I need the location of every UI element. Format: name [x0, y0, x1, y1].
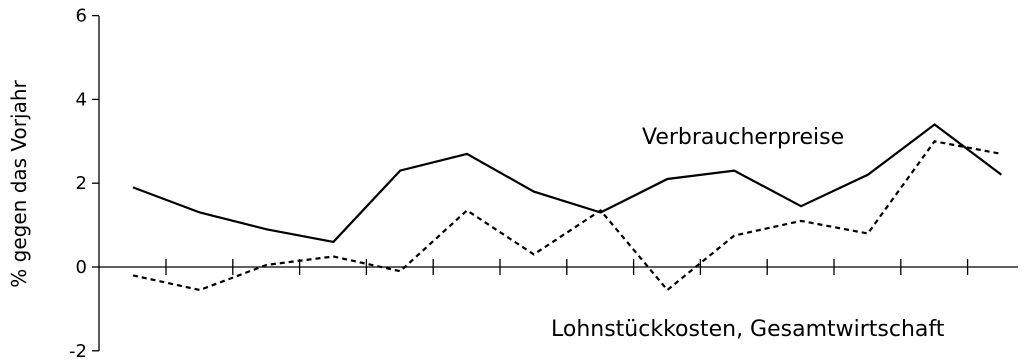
y-tick-label: 2 — [76, 173, 87, 194]
y-tick-label: 6 — [76, 6, 87, 27]
x-ticks — [165, 259, 969, 275]
series-line-lohnstueckkosten — [132, 140, 1002, 292]
series-line-verbraucherpreise — [132, 123, 1003, 244]
y-tick-label: 4 — [76, 89, 87, 110]
y-tick-label: 0 — [76, 257, 87, 278]
y-ticks: 6 4 2 0 -2 — [69, 6, 99, 362]
y-axis-title: % gegen das Vorjahr — [7, 80, 31, 288]
y-tick-label: -2 — [69, 341, 87, 362]
series-label-lohnstueckkosten: Lohnstückkosten, Gesamtwirtschaft — [551, 317, 945, 342]
series-layer — [132, 123, 1003, 292]
series-label-verbraucherpreise: Verbraucherpreise — [642, 125, 844, 150]
